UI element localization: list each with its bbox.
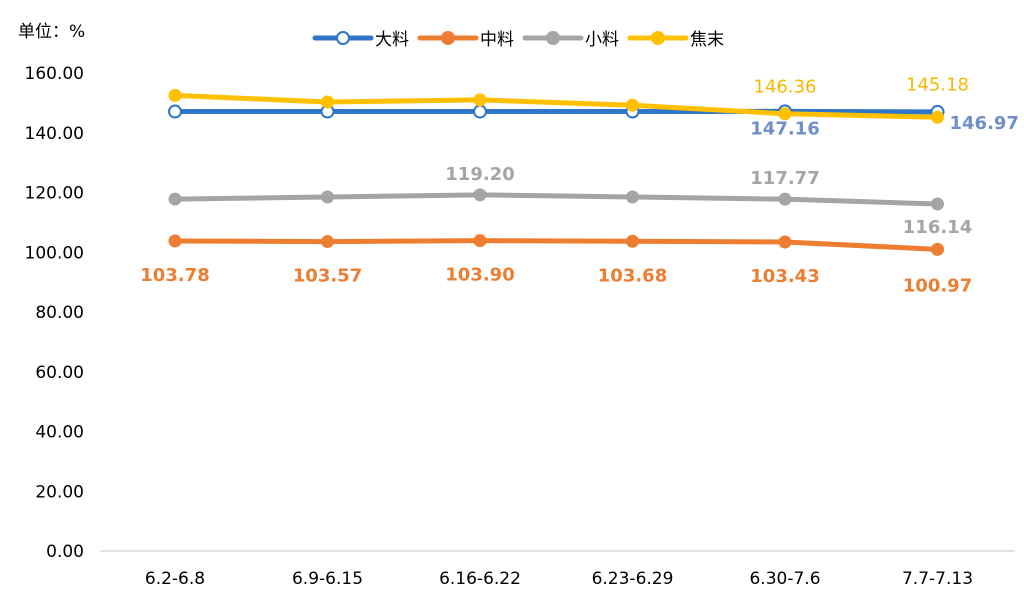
y-tick-label: 60.00 <box>35 363 84 383</box>
y-tick-label: 20.00 <box>35 482 84 502</box>
data-label: 146.36 <box>754 77 817 98</box>
x-tick-label: 6.9-6.15 <box>292 569 363 589</box>
data-point <box>473 104 487 119</box>
x-tick-label: 6.2-6.8 <box>145 569 205 589</box>
data-label: 100.97 <box>903 275 972 296</box>
data-label-layer: 147.16 146.97 103.78 103.57 103.90 103.68 103.… <box>140 74 1019 296</box>
y-tick-label: 0.00 <box>46 542 84 562</box>
series-line-1 <box>172 108 940 115</box>
legend-label-3: 小料 <box>585 30 619 50</box>
data-point <box>931 242 944 256</box>
series-line-3 <box>172 192 940 207</box>
y-tick-label: 140.00 <box>25 124 84 144</box>
y-tick-label: 100.00 <box>25 243 84 263</box>
y-tick-label: 120.00 <box>25 184 84 204</box>
legend: 大料 中料 小料 焦末 <box>312 30 724 50</box>
x-tick-label: 7.7-7.13 <box>902 569 973 589</box>
data-point <box>778 235 792 249</box>
legend-label-4: 焦末 <box>690 30 724 50</box>
data-label: 103.90 <box>445 265 514 286</box>
data-label: 146.97 <box>950 113 1019 134</box>
x-tick-label: 6.30-7.6 <box>749 569 820 589</box>
legend-marker-1 <box>336 31 350 45</box>
legend-marker-2 <box>441 31 455 45</box>
data-label: 103.68 <box>598 265 667 286</box>
data-point <box>473 188 487 202</box>
data-label: 117.77 <box>750 168 819 189</box>
legend-label-1: 大料 <box>375 30 409 50</box>
data-point <box>626 234 639 248</box>
data-label: 147.16 <box>750 118 819 139</box>
x-tick-label: 6.23-6.29 <box>592 569 674 589</box>
data-point <box>778 192 792 206</box>
data-point <box>473 93 487 107</box>
data-label: 103.57 <box>293 266 362 287</box>
legend-marker-3 <box>546 31 560 45</box>
legend-label-2: 中料 <box>480 30 514 50</box>
data-point <box>473 234 487 248</box>
y-tick-label: 40.00 <box>35 423 84 443</box>
data-point <box>168 104 182 119</box>
y-tick-label: 160.00 <box>25 64 84 84</box>
series-line-4 <box>172 92 940 120</box>
legend-marker-4 <box>651 31 665 45</box>
data-label: 103.43 <box>750 266 819 287</box>
data-point <box>168 234 182 248</box>
axis-layer: 0.00 20.00 40.00 60.00 80.00 100.00 120.00 140.… <box>25 64 1015 589</box>
data-label: 103.78 <box>140 265 209 286</box>
data-label: 119.20 <box>445 164 514 185</box>
series-line-2 <box>172 238 940 252</box>
data-point <box>168 88 182 102</box>
data-point <box>321 95 334 109</box>
series-layer <box>168 88 945 256</box>
data-label: 145.18 <box>906 74 969 95</box>
data-point <box>778 107 792 121</box>
data-point <box>168 192 182 206</box>
unit-label: 单位：% <box>18 22 85 42</box>
y-tick-label: 80.00 <box>35 303 84 323</box>
x-tick-label: 6.16-6.22 <box>439 569 521 589</box>
data-point <box>626 98 639 112</box>
data-point <box>626 190 639 204</box>
data-label: 116.14 <box>903 217 972 238</box>
data-point <box>931 110 944 124</box>
data-point <box>931 197 944 211</box>
data-point <box>321 235 334 249</box>
data-point <box>321 190 334 204</box>
